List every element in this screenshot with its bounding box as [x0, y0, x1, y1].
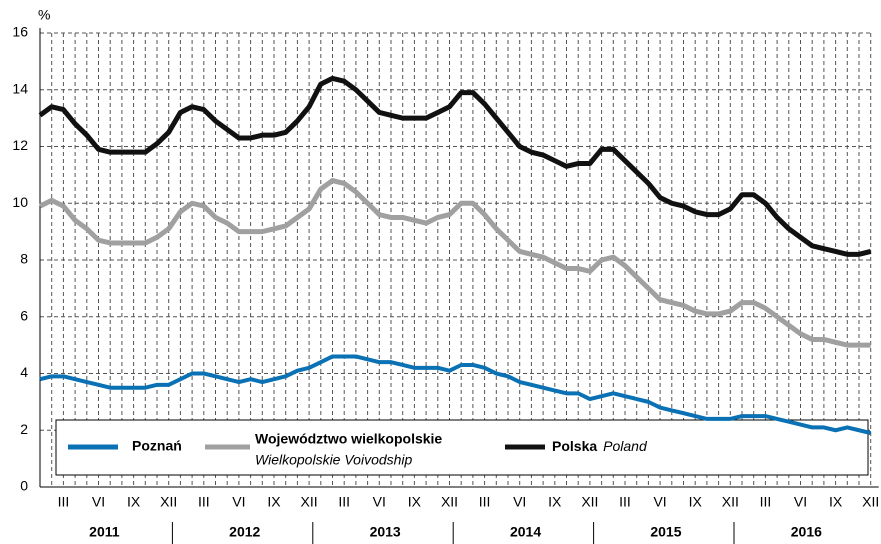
legend-label: Poznań: [132, 438, 182, 454]
legend-label: Polska Poland: [552, 438, 648, 454]
x-tick-label: XII: [581, 494, 598, 510]
x-tick-label: XII: [862, 494, 879, 510]
year-label: 2011: [89, 524, 120, 540]
x-tick-label: VI: [373, 494, 386, 510]
x-tick-label: III: [198, 494, 210, 510]
year-label: 2015: [650, 524, 681, 540]
x-tick-label: III: [338, 494, 350, 510]
x-tick-label: IX: [829, 494, 843, 510]
x-tick-label: VI: [794, 494, 807, 510]
x-tick-label: XII: [301, 494, 318, 510]
y-tick-label: 16: [12, 24, 28, 40]
year-label: 2013: [370, 524, 401, 540]
x-tick-label: IX: [408, 494, 422, 510]
year-label: 2012: [229, 524, 260, 540]
y-axis-label: %: [38, 7, 50, 23]
x-tick-label: III: [619, 494, 631, 510]
year-label: 2014: [510, 524, 541, 540]
series-line: [39, 354, 872, 436]
x-tick-label: III: [479, 494, 491, 510]
x-tick-label: IX: [127, 494, 141, 510]
legend-label-en: Wielkopolskie Voivodship: [255, 452, 413, 468]
x-tick-label: III: [58, 494, 70, 510]
x-tick-label: XII: [160, 494, 177, 510]
x-tick-label: VI: [653, 494, 666, 510]
y-tick-label: 14: [12, 80, 28, 96]
x-tick-label: XII: [722, 494, 739, 510]
y-tick-label: 2: [20, 421, 28, 437]
y-tick-label: 0: [20, 478, 28, 494]
y-tick-label: 12: [12, 137, 28, 153]
y-tick-label: 10: [12, 194, 28, 210]
y-tick-label: 8: [20, 251, 28, 267]
series-line: [38, 75, 872, 257]
y-tick-label: 4: [20, 364, 28, 380]
x-tick-label: XII: [441, 494, 458, 510]
x-tick-label: IX: [689, 494, 703, 510]
x-tick-label: VI: [92, 494, 105, 510]
y-tick-label: 6: [20, 307, 28, 323]
legend-name: Polska: [552, 438, 597, 454]
series-line: [38, 178, 871, 348]
legend-name-en: Poland: [603, 438, 648, 454]
legend-label: Województwo wielkopolskie: [255, 431, 442, 447]
x-tick-label: IX: [548, 494, 562, 510]
year-label: 2016: [791, 524, 822, 540]
x-tick-label: VI: [232, 494, 245, 510]
x-tick-label: III: [760, 494, 772, 510]
x-tick-label: VI: [513, 494, 526, 510]
x-tick-label: IX: [267, 494, 281, 510]
legend-box: [55, 419, 869, 476]
